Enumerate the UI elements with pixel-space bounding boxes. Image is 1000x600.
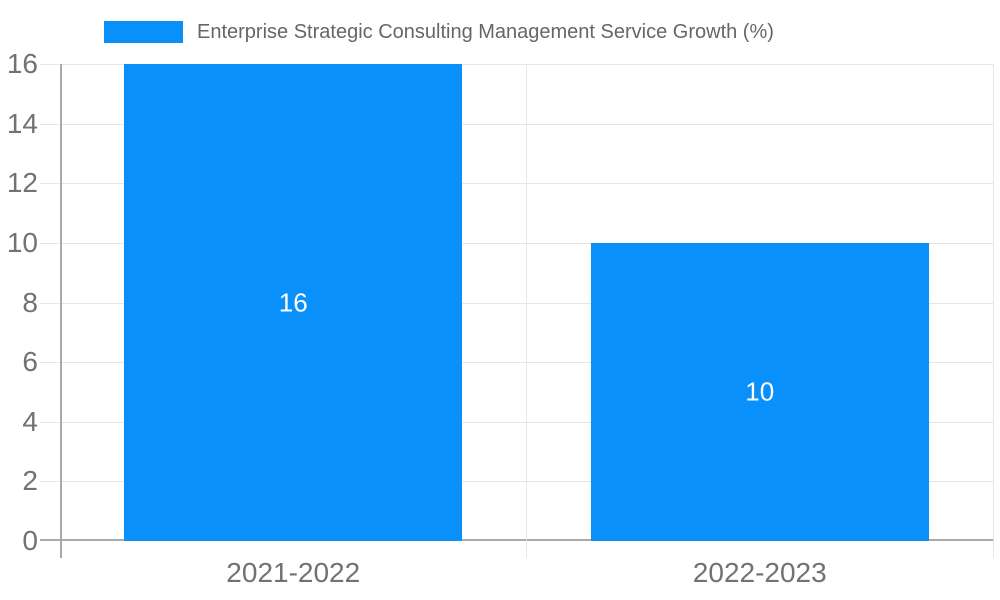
x-gridline [526,64,527,558]
y-axis-tick-label: 0 [22,525,38,556]
x-axis-category-label: 2021-2022 [226,557,361,588]
y-gridline [40,421,993,423]
y-axis-tick-label: 8 [22,286,38,318]
y-axis-tick-label: 16 [6,48,38,79]
legend-label: Enterprise Strategic Consulting Manageme… [197,21,774,43]
legend-swatch [104,21,183,43]
y-axis-tick-label: 14 [6,107,38,139]
y-gridline [40,123,993,125]
y-axis-line [60,64,62,558]
y-gridline [40,480,993,482]
y-axis-tick-label: 6 [22,346,38,378]
chart-legend[interactable]: Enterprise Strategic Consulting Manageme… [104,21,774,43]
y-axis-tick-label: 10 [6,226,38,258]
y-gridline [40,182,993,184]
plot-area: 0 2 4 6 8 10 12 14 16 16 2021-2022 10 2022-2023 [7,48,994,588]
y-gridline [40,63,993,65]
bar-2021-2022[interactable] [124,64,463,541]
y-axis-tick-label: 4 [22,405,38,437]
y-axis-tick-label: 2 [22,465,38,497]
y-gridline [40,302,993,304]
y-gridline [40,361,993,363]
bar-2022-2023[interactable] [590,242,929,541]
bar-value-label: 16 [278,287,308,317]
x-axis-category-label: 2022-2023 [692,557,827,588]
x-axis-line [40,539,993,541]
bar-value-label: 10 [745,376,775,407]
y-axis-tick-label: 12 [6,167,38,199]
y-gridline [40,242,993,244]
x-gridline [992,64,994,558]
